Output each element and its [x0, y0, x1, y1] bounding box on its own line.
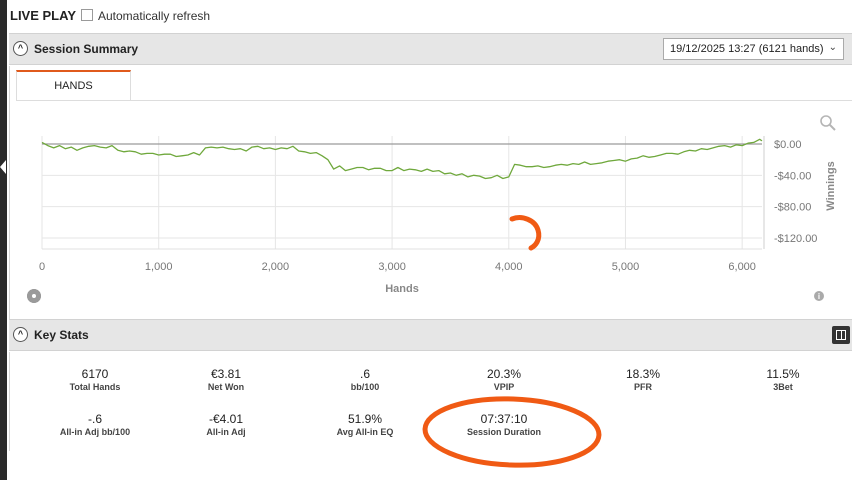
winnings-series-line: [41, 138, 763, 180]
stat-label: PFR: [634, 382, 652, 392]
collapse-up-icon[interactable]: ^: [13, 41, 28, 56]
info-icon[interactable]: i: [814, 291, 824, 301]
stat-vpip: 20.3% VPIP: [444, 367, 564, 392]
page-title: LIVE PLAY: [10, 8, 76, 23]
key-stats-header: ^ Key Stats: [9, 319, 852, 351]
columns-icon: [836, 330, 846, 340]
stat-net-won: €3.81 Net Won: [166, 367, 286, 392]
session-select-value: 19/12/2025 13:27 (6121 hands): [670, 43, 824, 55]
stat-label: Total Hands: [69, 382, 121, 392]
stat-allin-adj-bb100: -.6 All-in Adj bb/100: [35, 412, 155, 437]
stat-label: All-in Adj: [206, 427, 246, 437]
stat-pfr: 18.3% PFR: [583, 367, 703, 392]
session-summary-title: Session Summary: [34, 42, 139, 56]
svg-text:i: i: [818, 292, 820, 301]
left-edge-bar: [0, 0, 7, 480]
stat-label: Avg All-in EQ: [336, 427, 394, 437]
auto-refresh-checkbox[interactable]: [81, 9, 93, 21]
winnings-chart: 0 1,000 2,000 3,000 4,000 5,000 6,000 $0.00 -$40…: [26, 115, 837, 304]
stat-label: Net Won: [207, 382, 245, 392]
stat-label: Session Duration: [466, 427, 541, 437]
stat-session-duration: 07:37:10 Session Duration: [444, 412, 564, 437]
x-tick-label: 3,000: [378, 261, 406, 273]
stat-value: -.6: [87, 412, 102, 426]
stat-label: VPIP: [493, 382, 515, 392]
key-stats-title: Key Stats: [34, 328, 89, 342]
stat-value: 18.3%: [625, 367, 661, 381]
stat-3bet: 11.5% 3Bet: [723, 367, 843, 392]
layout-toggle-button[interactable]: [832, 326, 850, 344]
x-tick-label: 1,000: [145, 261, 173, 273]
stat-value: €3.81: [210, 367, 242, 381]
x-tick-label: 4,000: [495, 261, 523, 273]
stat-allin-adj: -€4.01 All-in Adj: [166, 412, 286, 437]
tab-divider: [16, 100, 852, 101]
stat-total-hands: 6170 Total Hands: [35, 367, 155, 392]
magnifier-icon[interactable]: [820, 115, 836, 131]
collapse-up-icon[interactable]: ^: [13, 327, 28, 342]
y-tick-label: -$40.00: [774, 170, 811, 182]
stat-avg-allin-eq: 51.9% Avg All-in EQ: [305, 412, 425, 437]
stat-value: 6170: [81, 367, 109, 381]
stat-label: 3Bet: [773, 382, 793, 392]
stat-value: 11.5%: [766, 367, 800, 381]
stat-value: 07:37:10: [480, 412, 528, 426]
x-tick-label: 5,000: [612, 261, 640, 273]
key-stats-panel: 6170 Total Hands €3.81 Net Won .6 bb/100 20…: [9, 352, 852, 451]
stat-value: 51.9%: [347, 412, 383, 426]
x-tick-label: 2,000: [262, 261, 290, 273]
x-tick-label: 6,000: [728, 261, 756, 273]
stat-bb100: .6 bb/100: [305, 367, 425, 392]
y-axis-title: Winnings: [825, 161, 837, 210]
y-tick-label: $0.00: [774, 139, 802, 151]
stat-value: 20.3%: [486, 367, 522, 381]
stat-label: bb/100: [350, 382, 380, 392]
stat-value: .6: [359, 367, 370, 381]
stat-value: -€4.01: [208, 412, 244, 426]
y-tick-label: -$80.00: [774, 202, 811, 214]
chevron-down-icon: ⌄: [828, 42, 837, 53]
auto-refresh-label[interactable]: Automatically refresh: [98, 9, 211, 23]
panel-toggle-arrow-icon[interactable]: [0, 160, 6, 174]
session-select[interactable]: 19/12/2025 13:27 (6121 hands) ⌄: [663, 38, 844, 60]
x-tick-label: 0: [39, 261, 45, 273]
x-axis-title: Hands: [385, 283, 419, 295]
y-tick-label: -$120.00: [774, 233, 817, 245]
session-summary-header: ^ Session Summary 19/12/2025 13:27 (6121…: [9, 33, 852, 65]
chart-panel: HANDS 0 1,000 2,000 3,000 4,000 5,000 6,000 $0.…: [9, 66, 852, 319]
gear-icon[interactable]: [26, 288, 42, 304]
tab-hands[interactable]: HANDS: [16, 70, 131, 100]
stat-label: All-in Adj bb/100: [59, 427, 131, 437]
top-bar: LIVE PLAY Automatically refresh: [7, 0, 852, 32]
